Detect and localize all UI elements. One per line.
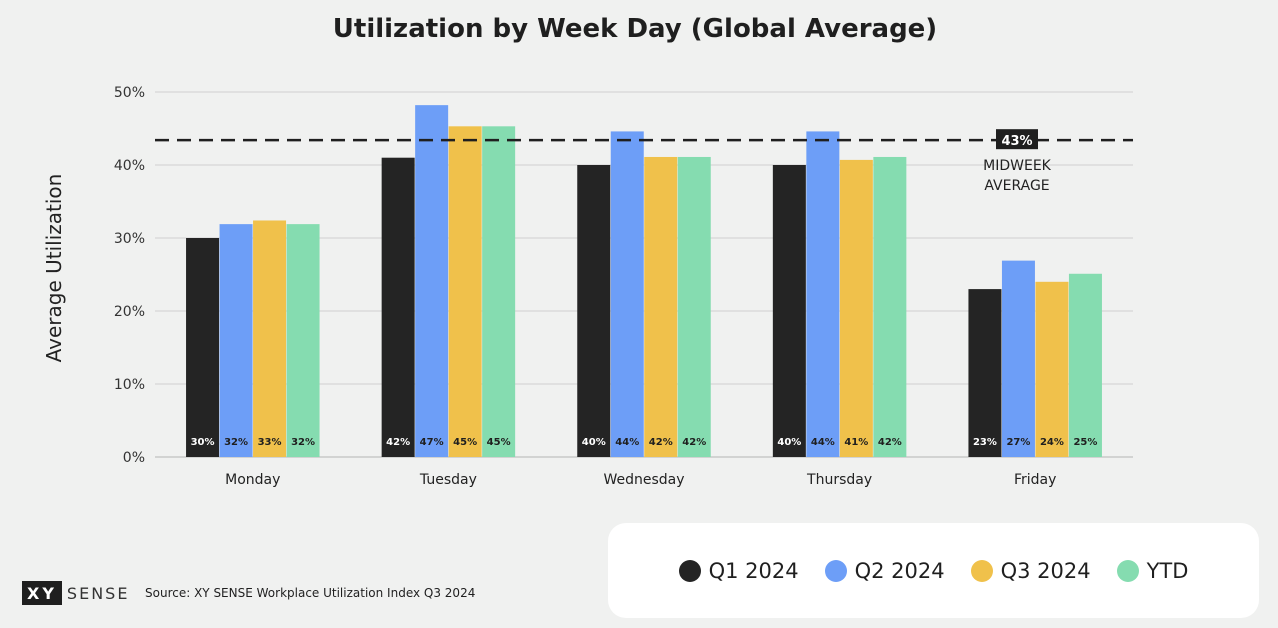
bar-value-label: 24%	[1040, 437, 1064, 448]
bar-value-label: 44%	[615, 437, 639, 448]
y-tick-label: 30%	[114, 231, 145, 247]
bar	[415, 105, 449, 457]
bar	[1001, 260, 1035, 457]
bar	[577, 165, 611, 457]
bar-value-label: 42%	[649, 437, 673, 448]
bar	[873, 156, 907, 457]
legend-swatch	[970, 559, 993, 582]
legend-swatch	[1116, 559, 1139, 582]
bar	[219, 224, 253, 457]
x-tick-label: Thursday	[806, 472, 872, 488]
bar	[610, 131, 644, 458]
x-tick-label: Tuesday	[419, 472, 477, 488]
bar	[839, 159, 873, 457]
bar	[1068, 273, 1102, 457]
y-tick-label: 20%	[114, 304, 145, 320]
bar-value-label: 45%	[487, 437, 511, 448]
x-tick-label: Monday	[225, 472, 280, 488]
legend-item: Q1 2024	[678, 558, 799, 583]
y-tick-label: 10%	[114, 377, 145, 393]
bar-value-label: 23%	[973, 437, 997, 448]
midweek-average-value: 43%	[1001, 134, 1032, 149]
legend-swatch	[678, 559, 701, 582]
y-tick-label: 50%	[114, 85, 145, 101]
bar	[286, 224, 320, 457]
bar	[381, 157, 415, 457]
bar-value-label: 42%	[682, 437, 706, 448]
bar	[644, 156, 678, 457]
bar	[186, 238, 220, 457]
bar-value-label: 32%	[224, 437, 248, 448]
bar-value-label: 25%	[1073, 437, 1097, 448]
bar-value-label: 40%	[777, 437, 801, 448]
bar	[677, 156, 711, 457]
bar	[1035, 281, 1069, 457]
midweek-average-label: MIDWEEK	[983, 158, 1052, 174]
bar-value-label: 47%	[420, 437, 444, 448]
bar-value-label: 41%	[844, 437, 868, 448]
legend-item: Q2 2024	[824, 558, 945, 583]
logo-mark: XY	[22, 581, 62, 605]
legend-label: Q3 2024	[1000, 558, 1091, 583]
x-tick-label: Wednesday	[603, 472, 684, 488]
legend-label: Q2 2024	[854, 558, 945, 583]
bar-value-label: 32%	[291, 437, 315, 448]
bar	[968, 289, 1002, 457]
bar-value-label: 40%	[582, 437, 606, 448]
bar-value-label: 42%	[386, 437, 410, 448]
bar-value-label: 27%	[1006, 437, 1030, 448]
bar	[806, 131, 840, 458]
bar-value-label: 33%	[258, 437, 282, 448]
legend-item: YTD	[1116, 558, 1189, 583]
bar	[482, 126, 516, 457]
bar	[772, 165, 806, 457]
y-tick-label: 0%	[123, 450, 145, 466]
logo-word: SENSE	[66, 583, 130, 603]
legend-label: YTD	[1146, 558, 1189, 583]
legend-item: Q3 2024	[970, 558, 1091, 583]
bar	[253, 220, 287, 457]
bar-value-label: 44%	[811, 437, 835, 448]
x-tick-label: Friday	[1014, 472, 1056, 488]
y-tick-label: 40%	[114, 158, 145, 174]
bar-value-label: 42%	[878, 437, 902, 448]
bar	[448, 126, 482, 457]
legend-label: Q1 2024	[708, 558, 799, 583]
bar-value-label: 30%	[191, 437, 215, 448]
midweek-average-label: AVERAGE	[984, 178, 1049, 194]
chart-title: Utilization by Week Day (Global Average)	[332, 14, 938, 44]
legend-swatch	[824, 559, 847, 582]
midweek-average-badge	[996, 129, 1038, 150]
legend: Q1 2024 Q2 2024 Q3 2024 YTD	[608, 523, 1259, 618]
bar-value-label: 45%	[453, 437, 477, 448]
source-note: Source: XY SENSE Workplace Utilization I…	[145, 586, 476, 600]
xy-sense-logo: XY SENSE	[22, 581, 129, 605]
